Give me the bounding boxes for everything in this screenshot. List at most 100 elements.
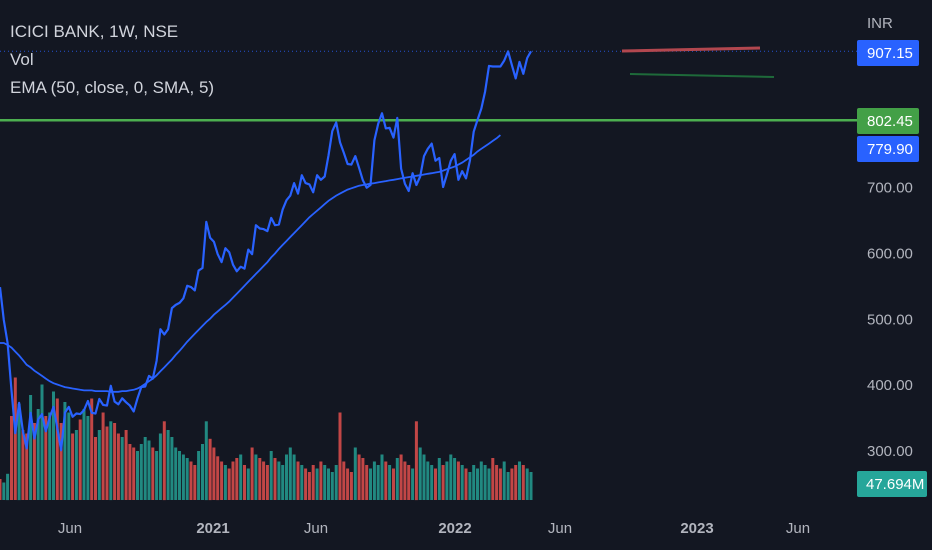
volume-bar <box>380 454 384 500</box>
vol-indicator-label[interactable]: Vol <box>10 50 34 69</box>
volume-bar <box>311 465 315 500</box>
ema-value: 779.90 <box>867 141 913 158</box>
volume-bar <box>491 458 495 500</box>
volume-bar <box>204 421 208 501</box>
volume-bar <box>158 433 162 500</box>
volume-bar <box>334 465 338 500</box>
chart-legend: ICICI BANK, 1W, NSE Vol EMA (50, close, … <box>10 18 214 102</box>
volume-bar <box>487 468 491 500</box>
volume-bar <box>212 447 216 500</box>
volume-bar <box>109 421 113 501</box>
volume-bar <box>342 461 346 500</box>
volume-bar <box>349 472 353 500</box>
volume-bar <box>101 412 105 500</box>
volume-bar <box>441 465 445 500</box>
volume-bar <box>495 465 499 500</box>
volume-bar <box>292 454 296 500</box>
hline-value: 802.45 <box>867 113 913 130</box>
volume-bar <box>529 472 533 500</box>
volume-bar <box>82 409 86 500</box>
volume-bar <box>6 473 10 501</box>
volume-bar <box>36 409 40 500</box>
volume-bar <box>32 423 36 500</box>
volume-bar <box>63 402 67 500</box>
volume-bar <box>170 437 174 500</box>
volume-bar <box>376 465 380 500</box>
volume-bar <box>483 465 487 500</box>
volume-bar <box>223 465 227 500</box>
volume-bar <box>288 447 292 500</box>
volume-bar <box>162 421 166 501</box>
volume-bar <box>201 444 204 500</box>
volume-bar <box>10 416 13 500</box>
volume-bar <box>147 440 151 500</box>
last-price-value: 907.15 <box>867 45 913 62</box>
volume-bar <box>338 412 342 500</box>
volume-bar <box>307 472 311 500</box>
time-tick-label: 2022 <box>438 520 471 537</box>
volume-bar <box>113 423 117 500</box>
symbol-title[interactable]: ICICI BANK, 1W, NSE <box>10 22 179 41</box>
volume-bar <box>227 468 231 500</box>
volume-bar <box>521 465 525 500</box>
volume-bar <box>185 458 189 500</box>
price-tick-label: 400.00 <box>867 377 913 394</box>
volume-bar <box>116 433 120 500</box>
volume-bar <box>181 454 185 500</box>
volume-bar <box>346 468 350 500</box>
volume-bar <box>139 444 143 500</box>
volume-bar <box>52 391 55 500</box>
price-tick-label: 500.00 <box>867 311 913 328</box>
volume-badge <box>857 471 927 497</box>
time-tick-label: Jun <box>58 520 82 537</box>
volume-bar <box>388 465 392 500</box>
volume-value: 47.694M <box>866 476 924 493</box>
volume-bar <box>197 451 201 500</box>
volume-bar <box>151 447 155 500</box>
projection-red-line[interactable] <box>621 46 761 53</box>
volume-bar <box>365 465 369 500</box>
time-axis[interactable]: Jun 2021 Jun 2022 Jun 2023 Jun <box>58 520 810 537</box>
ema-indicator-label[interactable]: EMA (50, close, 0, SMA, 5) <box>10 78 215 97</box>
volume-bar <box>155 451 159 500</box>
volume-bar <box>243 465 246 500</box>
last-price-badge <box>857 40 919 66</box>
volume-bar <box>369 468 372 500</box>
volume-bar <box>21 430 25 500</box>
volume-bar <box>418 447 422 500</box>
volume-bar <box>246 468 250 500</box>
volume-bar <box>384 461 388 500</box>
volume-bar <box>460 465 464 500</box>
volume-bar <box>518 461 521 500</box>
volume-bar <box>330 472 334 500</box>
volume-bar <box>132 447 136 500</box>
volume-bar <box>2 482 6 500</box>
hline-badge <box>857 108 919 134</box>
ema-badge <box>857 136 919 162</box>
volume-bar <box>498 468 502 500</box>
price-tick-label: 600.00 <box>867 246 913 263</box>
projection-green-line[interactable] <box>629 73 775 78</box>
volume-bar <box>392 468 395 500</box>
volume-bar <box>48 412 52 500</box>
volume-bar <box>456 461 460 500</box>
volume-bar <box>315 468 319 500</box>
volume-bar <box>97 430 101 500</box>
volume-bar <box>445 461 449 500</box>
volume-bar <box>437 458 441 500</box>
volume-bars <box>0 377 533 501</box>
volume-bar <box>40 384 44 500</box>
volume-bar <box>430 465 434 500</box>
volume-bar <box>178 451 181 500</box>
volume-bar <box>67 412 71 500</box>
volume-bar <box>502 461 506 500</box>
volume-bar <box>59 423 63 500</box>
volume-bar <box>357 454 361 500</box>
volume-bar <box>143 437 147 500</box>
volume-bar <box>258 458 262 500</box>
volume-bar <box>323 465 327 500</box>
volume-bar <box>407 465 411 500</box>
volume-bar <box>55 398 59 500</box>
price-axis[interactable]: 300.00 400.00 500.00 600.00 700.00 <box>867 180 913 460</box>
